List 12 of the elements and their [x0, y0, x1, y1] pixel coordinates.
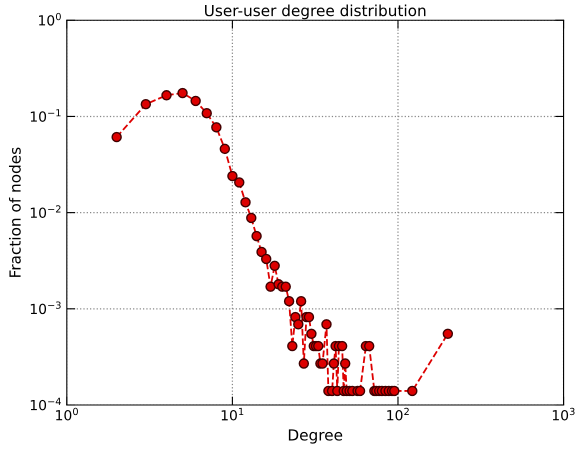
y-axis-title: Fraction of nodes	[8, 148, 21, 277]
y-tick-label: 10$^{0}$	[39, 12, 61, 26]
y-tick-label: 10$^{−2}$	[30, 205, 60, 218]
x-tick-label: 10$^{3}$	[552, 408, 575, 421]
x-axis-title: Degree	[288, 429, 342, 444]
chart-title: User-user degree distribution	[205, 4, 426, 20]
x-tick-label: 10$^{0}$	[56, 408, 78, 421]
x-tick-label: 10$^{1}$	[222, 408, 244, 421]
x-tick-label: 10$^{2}$	[387, 408, 409, 421]
y-tick-label: 10$^{−3}$	[30, 301, 61, 314]
y-tick-label: 10$^{−1}$	[30, 109, 61, 122]
y-tick-label: 10$^{−4}$	[30, 398, 61, 410]
